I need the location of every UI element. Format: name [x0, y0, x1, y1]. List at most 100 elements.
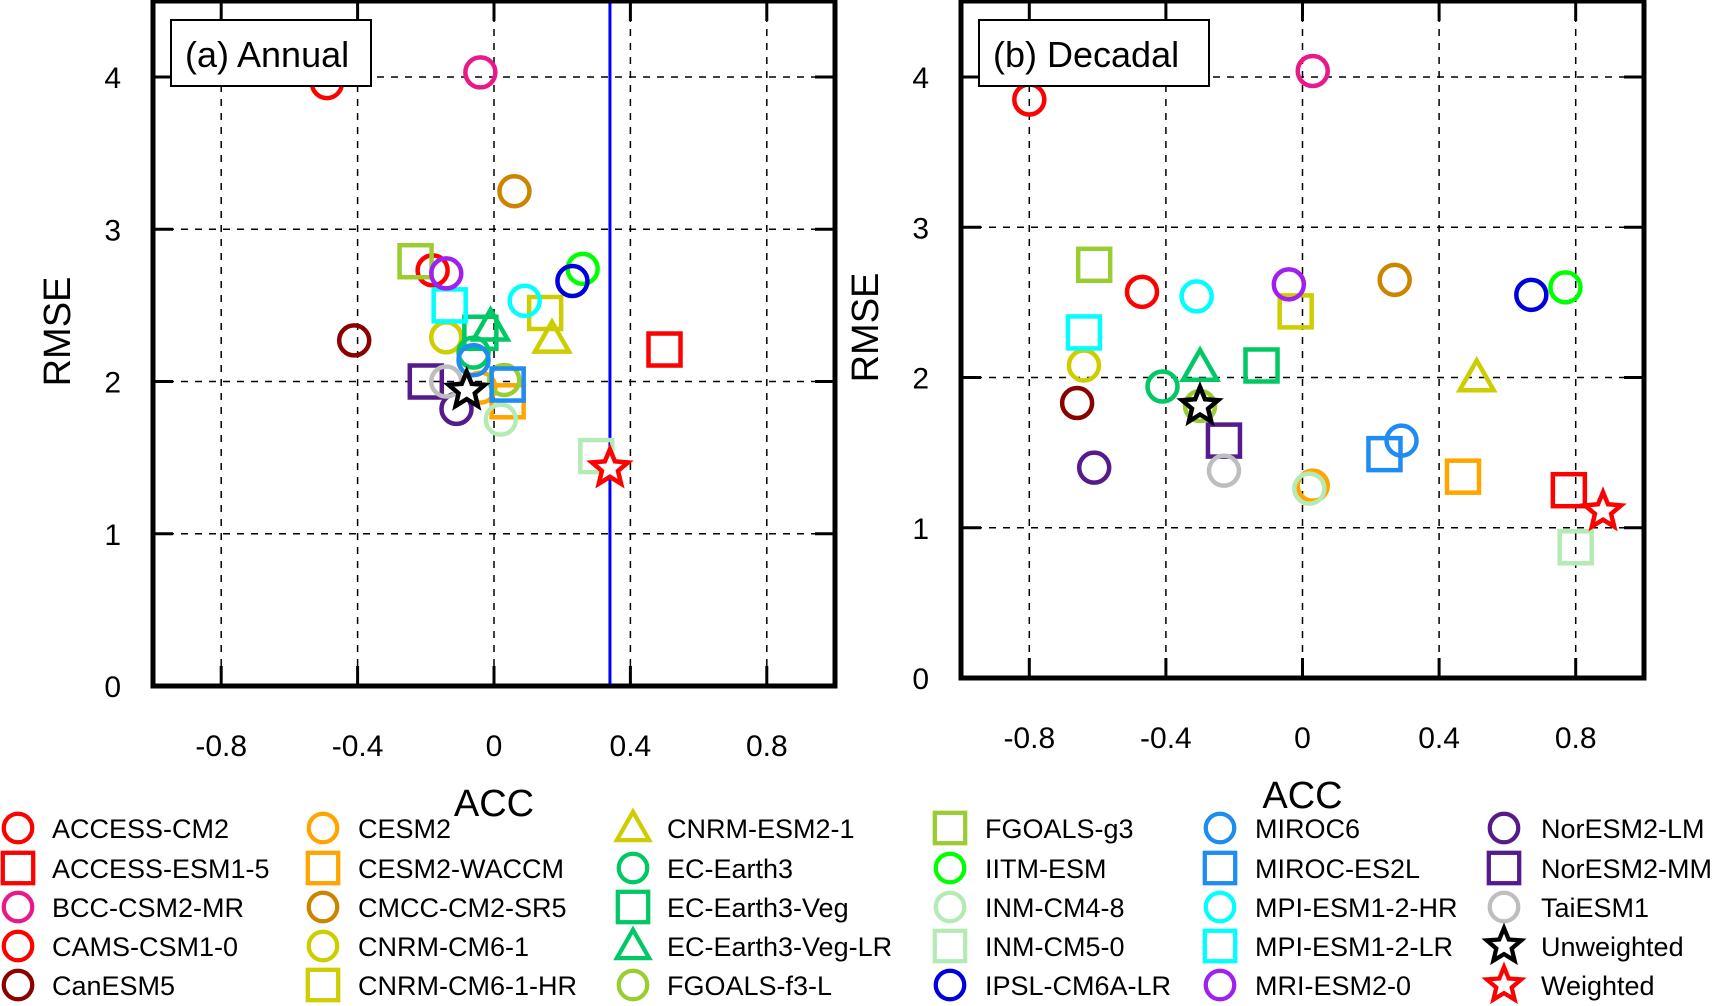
legend-item: IPSL-CM6A-LR [933, 968, 1171, 1002]
legend-item: EC-Earth3-Veg-LR [613, 925, 892, 962]
x-tick-label: -0.4 [332, 730, 384, 763]
legend-marker-square-icon [1202, 928, 1238, 964]
point-cnrm-esm2-1 [531, 317, 573, 354]
point-ipsl-cm6a-lr [1514, 277, 1549, 313]
legend-label: TaiESM1 [1541, 893, 1649, 923]
y-tick-label: 3 [104, 214, 121, 247]
point-cesm2 [1295, 468, 1330, 503]
legend-marker-circle-icon [616, 968, 650, 1002]
legend-marker-circle-icon [933, 890, 967, 924]
panel-title-border [170, 19, 372, 87]
x-tick-label: 0.8 [746, 730, 788, 763]
legend-label: CNRM-CM6-1-HR [358, 971, 577, 1001]
legend-item: CNRM-CM6-1-HR [305, 967, 577, 1003]
legend-item: EC-Earth3 [616, 851, 793, 885]
legend-item: CNRM-ESM2-1 [613, 807, 855, 844]
legend-item: MPI-ESM1-2-HR [1203, 890, 1458, 924]
legend-marker-square-icon [1486, 850, 1522, 886]
legend-label: CNRM-CM6-1 [358, 932, 529, 962]
legend-label: MRI-ESM2-0 [1255, 971, 1411, 1001]
legend: ACCESS-CM2 ACCESS-ESM1-5 BCC-CSM2-MR CAMS-C… [0, 807, 1712, 1005]
legend-label: MIROC6 [1255, 814, 1360, 844]
y-tick-label: 3 [912, 212, 929, 245]
point-inm-cm4-8 [483, 402, 519, 437]
point-fgoals-g3 [397, 242, 434, 280]
legend-item: NorESM2-MM [1486, 850, 1712, 886]
legend-marker-square-icon [932, 928, 968, 964]
legend-marker-circle-icon [1203, 811, 1237, 845]
point-cmcc-cm2-sr5 [1377, 262, 1412, 298]
x-tick-label: 0 [1294, 722, 1311, 755]
x-tick-label: -0.8 [195, 730, 247, 763]
point-mri-esm2-0 [429, 256, 464, 291]
point-fgoals-g3 [1075, 246, 1113, 284]
point-cesm2-waccm [1444, 458, 1482, 495]
x-axis-title: ACC [1262, 775, 1342, 817]
point-unweighted [1176, 381, 1224, 427]
legend-label: CESM2-WACCM [358, 854, 564, 884]
point-iitm-esm [1548, 270, 1583, 305]
point-miroc-es2l [489, 366, 526, 403]
legend-label: CNRM-ESM2-1 [667, 814, 855, 844]
legend-marker-circle-icon [1203, 968, 1237, 1002]
point-ec-earth3-veg [1243, 347, 1280, 384]
legend-label: IPSL-CM6A-LR [985, 971, 1171, 1001]
legend-item: ACCESS-ESM1-5 [0, 850, 270, 886]
x-tick-label: 0 [486, 730, 503, 763]
legend-item: Weighted [1481, 961, 1655, 1005]
legend-marker-square-icon [0, 850, 36, 886]
legend-item: FGOALS-f3-L [616, 968, 832, 1002]
tick-labels: -0.8 -0.4 0 0.4 0.8 0 1 2 3 4 [912, 62, 1596, 755]
point-canesm5 [1059, 385, 1095, 421]
legend-marker-square-icon [305, 850, 341, 886]
legend-marker-square-icon [1202, 850, 1238, 886]
legend-marker-circle-icon [933, 968, 967, 1002]
legend-item: INM-CM4-8 [933, 890, 1125, 924]
y-tick-label: 1 [912, 513, 929, 546]
x-tick-label: 0.4 [610, 730, 652, 763]
legend-item: CESM2-WACCM [305, 850, 564, 886]
point-mpi-esm1-2-hr [1179, 279, 1214, 314]
point-ipsl-cm6a-lr [555, 263, 590, 299]
legend-marker-square-icon [932, 810, 968, 846]
point-noresm2-mm [407, 363, 445, 400]
legend-marker-circle-icon [306, 890, 340, 924]
x-tick-label: -0.8 [1003, 722, 1055, 755]
y-tick-label: 4 [104, 62, 121, 95]
point-mpi-esm1-2-hr [507, 283, 542, 319]
legend-marker-triangle-icon [613, 807, 653, 843]
legend-item: CAMS-CSM1-0 [1, 929, 238, 963]
legend-item: CESM2 [306, 811, 451, 845]
legend-item: MIROC-ES2L [1202, 850, 1420, 886]
point-fgoals-f3-l [486, 362, 522, 398]
point-mri-esm2-0 [1271, 267, 1307, 302]
panel-decadal: -0.8 -0.4 0 0.4 0.8 0 1 2 3 4 (b) Decadal ACC RMS… [845, 0, 1647, 817]
point-access-esm1-5 [1550, 471, 1588, 509]
legend-marker-circle-icon [1487, 811, 1521, 845]
tick-labels: -0.8 -0.4 0 0.4 0.8 0 1 2 3 4 [104, 62, 787, 763]
y-axis-title: RMSE [37, 277, 79, 387]
x-axis-title: ACC [454, 783, 534, 825]
legend-marker-star-icon [1481, 922, 1527, 966]
legend-label: EC-Earth3 [667, 854, 793, 884]
point-miroc6 [456, 342, 491, 378]
legend-item: CanESM5 [1, 968, 175, 1002]
point-ec-earth3-veg-lr [469, 305, 512, 342]
legend-marker-circle-icon [1, 890, 35, 924]
legend-marker-circle-icon [1, 929, 35, 963]
point-taiesm1 [1206, 453, 1242, 488]
legend-marker-circle-icon [1487, 890, 1521, 924]
x-tick-label: -0.4 [1140, 722, 1192, 755]
gridlines [961, 1, 1644, 678]
legend-item: ACCESS-CM2 [1, 811, 229, 845]
legend-marker-triangle-icon [613, 925, 653, 961]
point-canesm5 [336, 323, 372, 358]
y-tick-label: 0 [912, 663, 929, 696]
point-ec-earth3 [1145, 369, 1180, 404]
legend-label: CanESM5 [52, 971, 175, 1001]
legend-label: CESM2 [358, 814, 451, 844]
legend-item: CMCC-CM2-SR5 [306, 890, 567, 924]
x-tick-label: 0.4 [1418, 722, 1460, 755]
legend-marker-circle-icon [1, 968, 35, 1002]
